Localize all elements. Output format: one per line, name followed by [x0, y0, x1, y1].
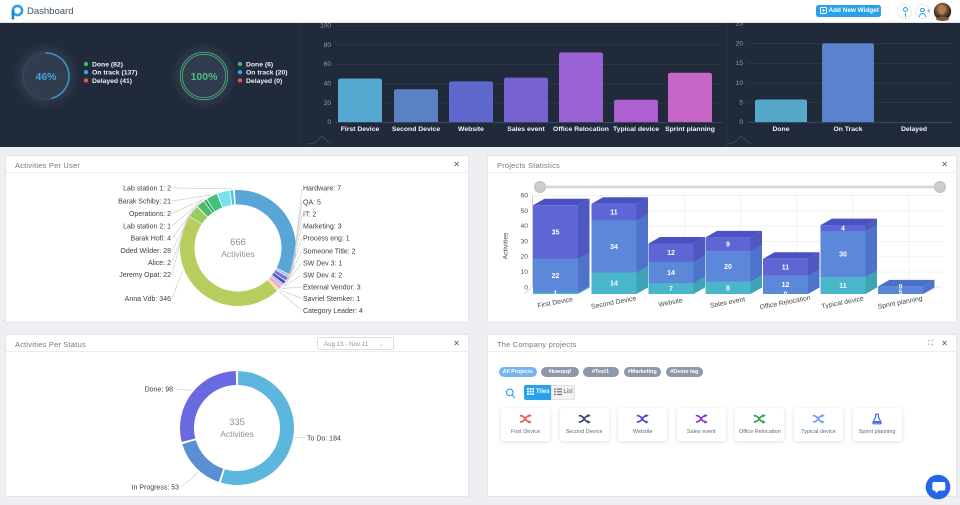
svg-text:8: 8: [726, 285, 730, 292]
svg-text:7: 7: [669, 286, 673, 293]
svg-text:In Progress: 53: In Progress: 53: [132, 484, 180, 491]
svg-text:Done (82): Done (82): [92, 62, 123, 69]
svg-text:5: 5: [739, 100, 743, 107]
svg-text:Delayed (41): Delayed (41): [92, 78, 132, 85]
svg-text:Barak Hofi: 4: Barak Hofi: 4: [131, 235, 172, 242]
svg-text:14: 14: [667, 270, 675, 277]
svg-text:Alice: 2: Alice: 2: [148, 260, 171, 267]
svg-text:Process eng: 1: Process eng: 1: [303, 235, 350, 242]
svg-text:Jeremy Opat: 22: Jeremy Opat: 22: [119, 272, 171, 279]
svg-text:0: 0: [784, 291, 788, 298]
svg-text:10: 10: [520, 269, 528, 276]
svg-text:46%: 46%: [35, 71, 57, 83]
svg-text:Lab station 2: 1: Lab station 2: 1: [123, 223, 171, 230]
svg-text:Delayed: Delayed: [901, 126, 927, 133]
svg-text:35: 35: [552, 229, 560, 236]
svg-text:Second Device: Second Device: [392, 126, 441, 133]
svg-text:11: 11: [782, 265, 790, 272]
svg-text:Marketing: 3: Marketing: 3: [303, 223, 342, 230]
svg-text:SW Dev 4: 2: SW Dev 4: 2: [303, 272, 342, 279]
svg-text:34: 34: [610, 244, 618, 251]
svg-text:Typical device: Typical device: [821, 295, 864, 310]
svg-text:0: 0: [327, 119, 331, 126]
svg-text:Someone Title: 2: Someone Title: 2: [303, 248, 356, 255]
svg-text:First Device: First Device: [341, 126, 380, 133]
svg-text:Sprint planning: Sprint planning: [877, 295, 923, 311]
svg-text:100: 100: [320, 23, 331, 30]
svg-text:Second Device: Second Device: [591, 295, 637, 311]
svg-text:On Track: On Track: [833, 126, 862, 133]
svg-text:0: 0: [524, 284, 528, 291]
svg-text:Activities: Activities: [220, 429, 254, 439]
svg-text:10: 10: [736, 80, 744, 87]
svg-text:Activities: Activities: [221, 249, 255, 259]
svg-text:Operations: 2: Operations: 2: [129, 211, 171, 218]
svg-text:20: 20: [724, 264, 732, 271]
svg-text:50: 50: [520, 208, 528, 215]
svg-text:On track (20): On track (20): [246, 70, 288, 77]
svg-text:4: 4: [841, 226, 845, 233]
svg-text:335: 335: [229, 417, 245, 428]
svg-text:QA: 5: QA: 5: [303, 199, 321, 206]
svg-text:30: 30: [520, 238, 528, 245]
svg-text:25: 25: [736, 23, 744, 28]
svg-text:0: 0: [899, 284, 903, 291]
svg-text:11: 11: [839, 283, 847, 290]
svg-text:External Vendor: 3: External Vendor: 3: [303, 284, 361, 291]
svg-text:To Do: 184: To Do: 184: [307, 435, 341, 442]
svg-text:80: 80: [324, 42, 332, 49]
svg-text:Activities: Activities: [503, 232, 510, 259]
svg-text:12: 12: [667, 250, 675, 257]
svg-text:Oded Wilder: 28: Oded Wilder: 28: [120, 248, 171, 255]
svg-text:12: 12: [782, 282, 790, 289]
svg-text:40: 40: [324, 81, 332, 88]
svg-text:Done: Done: [773, 126, 790, 133]
svg-text:22: 22: [552, 273, 560, 280]
svg-text:IT: 2: IT: 2: [303, 211, 316, 218]
svg-text:14: 14: [610, 281, 618, 288]
svg-text:15: 15: [736, 60, 744, 67]
svg-text:100%: 100%: [191, 71, 219, 83]
svg-text:Delayed (0): Delayed (0): [246, 78, 282, 85]
svg-text:SW Dev 3: 1: SW Dev 3: 1: [303, 260, 342, 267]
svg-text:Office Relocation: Office Relocation: [553, 126, 609, 133]
svg-text:On track (137): On track (137): [92, 70, 137, 77]
svg-text:First Device: First Device: [537, 296, 574, 310]
svg-text:20: 20: [736, 40, 744, 47]
svg-text:0: 0: [739, 119, 743, 126]
svg-text:Done (6): Done (6): [246, 62, 273, 69]
svg-text:Done: 98: Done: 98: [145, 386, 174, 393]
svg-text:Website: Website: [458, 126, 484, 133]
svg-text:Typical device: Typical device: [613, 126, 659, 133]
svg-text:30: 30: [839, 252, 847, 259]
svg-text:60: 60: [520, 193, 528, 200]
svg-text:Savriel Stemker: 1: Savriel Stemker: 1: [303, 296, 360, 303]
svg-text:40: 40: [520, 223, 528, 230]
svg-text:Website: Website: [658, 297, 684, 309]
svg-text:Sales event: Sales event: [507, 126, 545, 133]
svg-text:1: 1: [554, 291, 558, 298]
svg-text:9: 9: [726, 242, 730, 249]
svg-text:666: 666: [230, 237, 246, 248]
svg-text:20: 20: [520, 254, 528, 261]
svg-text:11: 11: [610, 210, 618, 217]
svg-text:Barak Schiby: 21: Barak Schiby: 21: [118, 198, 171, 205]
svg-text:Sales event: Sales event: [710, 296, 746, 310]
svg-text:20: 20: [324, 100, 332, 107]
svg-text:5: 5: [899, 289, 903, 296]
svg-text:60: 60: [324, 61, 332, 68]
svg-text:Category Leader: 4: Category Leader: 4: [303, 308, 363, 315]
svg-text:Anna Vdb: 346: Anna Vdb: 346: [125, 296, 171, 303]
svg-text:Lab station 1: 2: Lab station 1: 2: [123, 185, 171, 192]
svg-text:Sprint planning: Sprint planning: [665, 126, 715, 133]
svg-text:Hardware: 7: Hardware: 7: [303, 185, 341, 192]
